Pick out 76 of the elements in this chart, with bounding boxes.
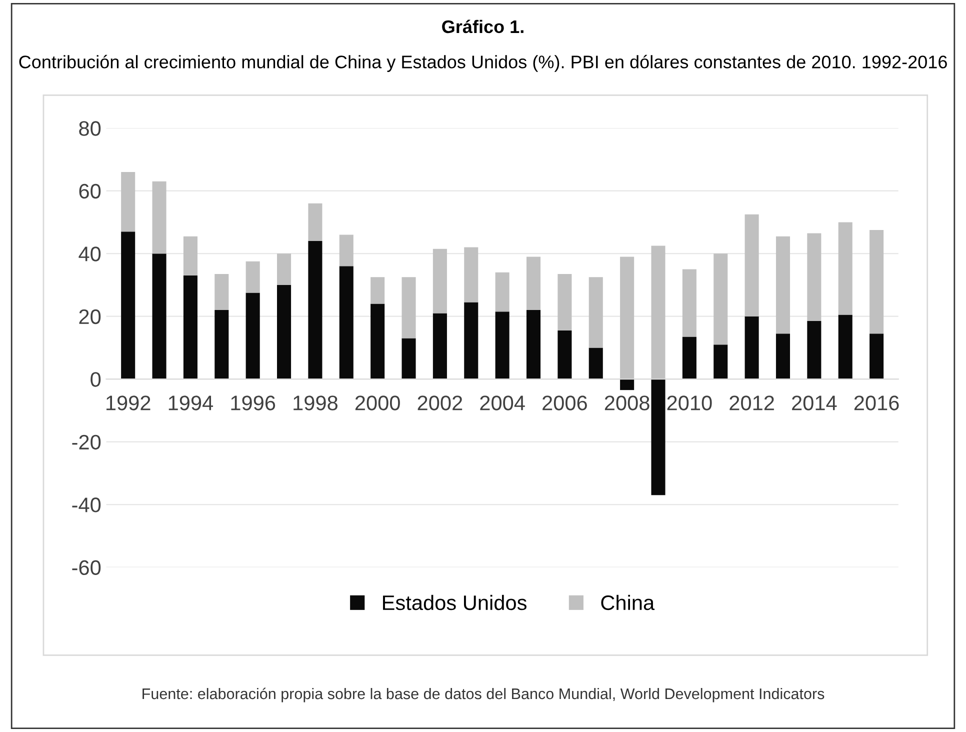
bar <box>558 274 572 330</box>
bar <box>432 248 447 314</box>
bar <box>370 277 385 304</box>
bar <box>807 321 822 380</box>
bar <box>308 203 322 242</box>
bar <box>495 272 510 312</box>
bar <box>651 246 666 380</box>
x-tick-label: 1994 <box>168 396 214 410</box>
x-tick-label: 2000 <box>355 396 400 410</box>
bar <box>651 379 666 496</box>
x-tick-label: 2014 <box>792 396 837 410</box>
y-tick-label: -20 <box>72 434 101 450</box>
x-tick-label: 2012 <box>730 396 774 410</box>
x-tick-label: 2002 <box>418 396 462 410</box>
bar <box>495 312 510 380</box>
bar <box>277 254 292 285</box>
y-tick-label: -60 <box>72 560 101 576</box>
bar <box>838 222 852 315</box>
bar <box>121 172 136 232</box>
bar <box>183 236 198 276</box>
x-tick-label: 2004 <box>480 396 525 410</box>
bar <box>870 230 884 334</box>
bar <box>682 336 696 380</box>
x-tick-label: 1996 <box>231 396 276 410</box>
bar <box>402 277 416 338</box>
bar <box>838 314 852 380</box>
bar <box>776 334 790 380</box>
bar <box>214 274 229 310</box>
bar <box>744 316 759 380</box>
bar <box>714 344 728 380</box>
bar <box>807 233 822 322</box>
bar <box>620 379 634 390</box>
bar <box>339 234 354 266</box>
bar <box>464 302 478 380</box>
bar <box>588 277 603 348</box>
bar <box>432 313 447 380</box>
x-tick-label: 2016 <box>854 396 899 410</box>
bar <box>183 276 198 380</box>
bar <box>870 334 884 380</box>
bar <box>370 304 385 380</box>
bar <box>246 292 260 380</box>
y-tick-label: 40 <box>78 246 101 262</box>
y-tick-label: 20 <box>79 309 101 324</box>
legend-label: Estados Unidos <box>383 594 526 610</box>
bar <box>246 261 260 293</box>
source-note: Fuente: elaboración propia sobre la base de datos del Banco Mundial, World Development Indicators <box>142 688 824 702</box>
bar <box>620 256 634 380</box>
bar <box>776 236 790 334</box>
x-tick-label: 1998 <box>294 396 338 410</box>
x-tick-label: 2006 <box>542 396 587 410</box>
x-tick-label: 2010 <box>667 396 712 410</box>
bar <box>588 348 603 380</box>
bar <box>121 232 136 380</box>
y-tick-label: 0 <box>90 372 101 387</box>
bar <box>526 310 541 380</box>
y-tick-label: 80 <box>79 121 101 136</box>
x-tick-label: 2008 <box>604 396 650 410</box>
legend-label: China <box>601 594 655 610</box>
chart-title: Gráfico 1. <box>442 20 524 34</box>
bar <box>402 338 416 380</box>
y-tick-label: -40 <box>72 498 101 512</box>
bar <box>152 254 166 380</box>
bar <box>744 214 759 316</box>
y-tick-label: 60 <box>79 184 101 199</box>
x-tick-label: 1992 <box>106 396 150 410</box>
bar <box>714 254 728 345</box>
bar <box>339 266 354 380</box>
bar <box>277 284 292 380</box>
bar <box>464 247 478 302</box>
bar <box>558 330 572 380</box>
bar <box>682 269 696 337</box>
bar <box>526 256 541 310</box>
chart-subtitle: Contribución al crecimiento mundial de China y Estados Unidos (%). PBI en dólares constantes de 2010. 1992-2016 <box>19 54 947 72</box>
bar <box>152 181 166 254</box>
bar <box>308 241 322 380</box>
bar <box>214 310 229 380</box>
